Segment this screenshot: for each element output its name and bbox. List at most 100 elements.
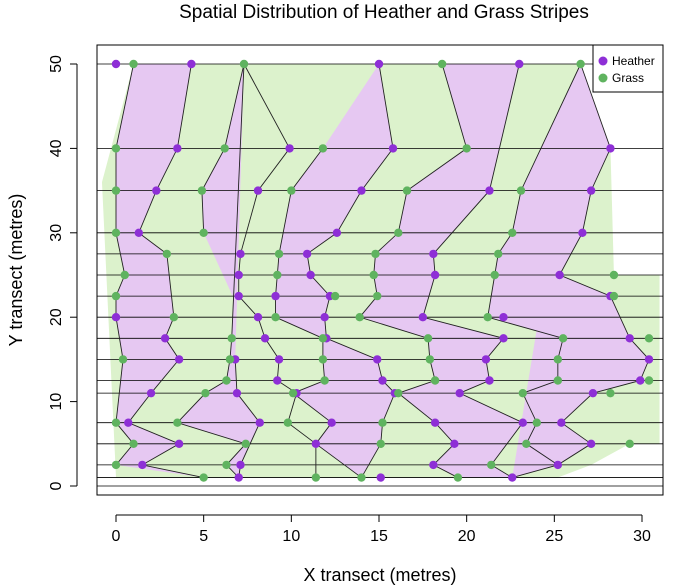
heather-point [152, 186, 161, 195]
grass-point [227, 334, 236, 343]
heather-point [376, 473, 385, 482]
heather-point [111, 313, 121, 322]
heather-boundary [512, 63, 650, 478]
grass-point [225, 355, 235, 364]
heather-point [625, 334, 634, 343]
heather-point [255, 418, 264, 427]
heather-point [515, 59, 524, 69]
grass-point [318, 355, 328, 364]
heather-stripe [359, 64, 523, 478]
heather-point [146, 388, 156, 398]
grass-point [311, 473, 321, 482]
heather-point [481, 355, 491, 364]
y-tick-label: 0 [48, 481, 65, 490]
x-tick-label: 0 [112, 528, 121, 545]
data-points [111, 59, 654, 482]
heather-stripe [512, 64, 650, 478]
heather-point [373, 355, 382, 364]
heather-point [586, 439, 596, 448]
y-tick-label: 20 [48, 308, 65, 326]
legend-heather-marker [598, 56, 608, 66]
grass-point [271, 313, 280, 322]
grass-point [430, 376, 440, 385]
heather-point [430, 418, 440, 427]
heather-stripe [275, 64, 395, 478]
heather-point [111, 59, 121, 69]
grass-boundary [358, 63, 468, 478]
heather-point [332, 228, 342, 237]
grass-point [239, 59, 249, 69]
grass-point [197, 186, 207, 195]
heather-point [327, 418, 336, 427]
grass-point [273, 270, 282, 280]
heather-point [173, 144, 182, 153]
heather-point [588, 388, 598, 398]
heather-point [578, 228, 587, 237]
grass-point [425, 355, 435, 364]
heather-point [306, 270, 315, 280]
heather-stripe [177, 64, 260, 478]
plot-frame [96, 44, 664, 496]
grass-point [357, 473, 366, 482]
grass-point [553, 376, 563, 385]
heather-point [374, 59, 384, 69]
heather-point [160, 334, 170, 343]
grass-point [371, 249, 380, 259]
grass-point [320, 376, 329, 385]
grass-point [644, 334, 654, 343]
heather-point [174, 439, 184, 448]
heather-point [253, 186, 263, 195]
grass-point [318, 144, 328, 153]
grass-point [609, 270, 619, 280]
heather-point [273, 376, 282, 385]
grass-point [644, 376, 654, 385]
heather-point [187, 59, 196, 69]
y-axis: 0 10 20 30 40 50 [48, 55, 78, 490]
heather-point [234, 270, 243, 280]
heather-point [586, 186, 596, 195]
grass-point [283, 418, 293, 427]
heather-point [388, 144, 398, 153]
grass-stripe [307, 64, 467, 478]
legend-grass-label: Grass [612, 71, 644, 85]
heather-point [499, 313, 508, 322]
heather-point [320, 313, 329, 322]
grass-point [111, 228, 121, 237]
heather-point [378, 376, 387, 385]
heather-point [234, 291, 243, 301]
grass-point [369, 270, 378, 280]
grass-point [576, 59, 585, 69]
grass-point [169, 313, 179, 322]
grass-point [111, 186, 121, 195]
legend-grass-marker [598, 73, 608, 83]
legend: Heather Grass [592, 44, 664, 93]
heather-point [555, 270, 564, 280]
heather-point [274, 355, 284, 364]
y-axis-label: Y transect (metres) [6, 194, 26, 347]
chart-title: Spatial Distribution of Heather and Gras… [179, 2, 589, 23]
heather-point [557, 418, 566, 427]
x-tick-label: 5 [199, 528, 208, 545]
x-tick-label: 30 [633, 528, 651, 545]
heather-point [124, 418, 133, 427]
heather-point [429, 460, 438, 470]
grass-boundary [201, 63, 245, 233]
grass-point [606, 388, 615, 398]
grass-point [201, 388, 210, 398]
heather-point [485, 376, 494, 385]
heather-point [485, 186, 494, 195]
grass-point [394, 388, 403, 398]
grass-point [222, 460, 231, 470]
heather-boundary [422, 63, 524, 478]
heather-point [174, 355, 184, 364]
heather-stripe [116, 64, 204, 478]
grass-point [111, 144, 121, 153]
grass-point [494, 249, 503, 259]
heather-point [499, 334, 508, 343]
y-tick-label: 30 [48, 224, 65, 242]
grass-point [111, 291, 121, 301]
grass-point [199, 228, 208, 237]
heather-point [234, 473, 243, 482]
grass-point [625, 439, 634, 448]
